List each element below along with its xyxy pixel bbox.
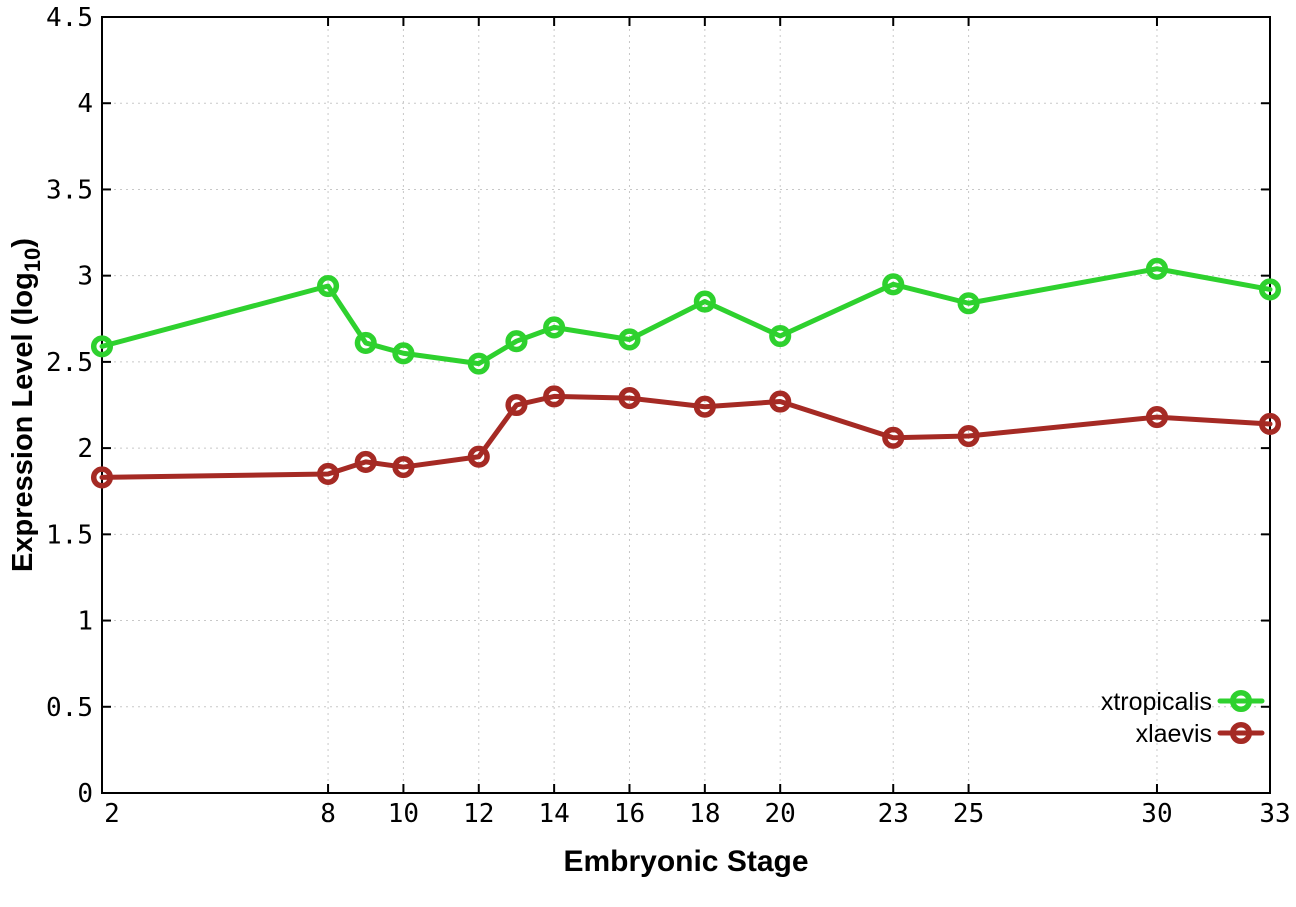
series-line-xtropicalis [99,266,1273,367]
data-point-xtropicalis-stage-2 [90,335,114,358]
data-point-xlaevis-stage-9 [354,450,377,473]
data-point-xlaevis-stage-2 [90,466,114,489]
legend-marker-icon-xtropicalis [1229,689,1253,713]
x-tick-label: 10 [388,799,419,829]
x-tick-label: 12 [463,799,494,829]
y-axis-title-subscript: 10 [20,248,45,272]
data-point-xtropicalis-stage-16 [618,328,641,351]
data-point-xlaevis-stage-16 [618,387,641,410]
data-point-xtropicalis-stage-33 [1258,278,1282,301]
tick-layer [101,16,1271,794]
y-tick-label: 1.5 [46,520,93,550]
legend-item-xlaevis: xlaevis [1136,720,1265,748]
plot-border [101,16,1271,794]
y-tick-label: 2 [77,434,93,464]
data-point-xtropicalis-stage-14 [543,316,566,339]
y-tick-label: 4 [77,89,93,119]
data-point-xlaevis-stage-8 [317,462,340,486]
legend-item-xtropicalis: xtropicalis [1101,688,1265,716]
y-tick-label: 3 [77,262,93,292]
legend: xtropicalis xlaevis [1101,688,1265,748]
legend-label-xlaevis: xlaevis [1136,720,1212,748]
y-tick-label: 0 [77,779,93,809]
y-axis-title-close: ) [7,238,39,248]
data-point-xlaevis-stage-20 [769,390,792,413]
plot-border-layer [101,16,1271,794]
x-tick-label: 16 [614,799,645,829]
data-point-xtropicalis-stage-23 [882,273,905,296]
x-tick-label: 25 [953,799,984,829]
data-point-xlaevis-stage-13 [505,393,528,417]
series-line-xlaevis [99,393,1273,480]
x-tick-label: 33 [1259,799,1290,829]
legend-label-xtropicalis: xtropicalis [1101,688,1212,716]
data-point-xlaevis-stage-18 [693,395,716,418]
x-tick-label: 8 [320,799,336,829]
data-point-xtropicalis-stage-13 [505,330,528,353]
data-point-xtropicalis-stage-18 [693,290,716,313]
y-tick-label: 2.5 [46,348,93,378]
series-layer [90,257,1282,489]
data-point-xlaevis-stage-30 [1145,406,1169,429]
tick-label-layer: 0 0.5 1 1.5 2 2.5 3 3.5 4 4.5 2 8 10 12 14 16 18 20 23 25 30… [46,3,1291,829]
x-tick-label: 30 [1141,799,1172,829]
x-tick-label: 23 [878,799,909,829]
x-tick-label: 2 [104,799,120,829]
data-point-xlaevis-stage-23 [882,426,905,449]
data-point-xlaevis-stage-33 [1258,412,1282,436]
data-point-xlaevis-stage-14 [543,385,566,408]
data-point-xtropicalis-stage-20 [769,324,792,348]
x-axis-title: Embryonic Stage [563,845,808,878]
data-point-xlaevis-stage-25 [957,424,980,448]
x-tick-label: 14 [538,799,569,829]
y-axis-title: Expression Level (log10) [7,238,45,572]
data-point-xtropicalis-stage-30 [1145,257,1169,280]
x-tick-label: 18 [689,799,720,829]
data-point-xtropicalis-stage-25 [957,292,980,315]
data-point-xtropicalis-stage-12 [467,352,490,375]
legend-marker-icon-xlaevis [1229,721,1253,745]
y-tick-label: 3.5 [46,175,93,205]
data-point-xtropicalis-stage-9 [354,331,377,354]
data-point-xtropicalis-stage-10 [392,342,415,365]
x-tick-label: 20 [765,799,796,829]
y-tick-label: 4.5 [46,3,93,33]
data-point-xlaevis-stage-10 [392,456,415,479]
data-point-xtropicalis-stage-8 [317,274,340,298]
data-point-xlaevis-stage-12 [467,445,490,468]
y-axis-title-main: Expression Level (log [7,272,39,572]
y-tick-label: 1 [77,607,93,637]
y-tick-label: 0.5 [46,693,93,723]
